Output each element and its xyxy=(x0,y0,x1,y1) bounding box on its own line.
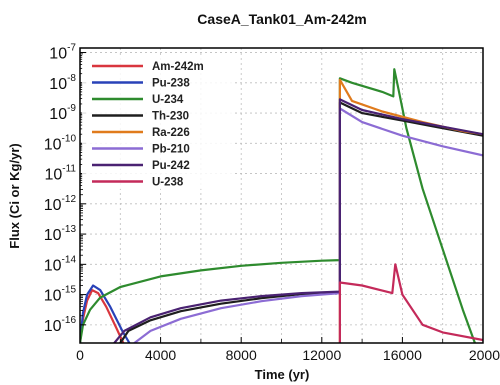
legend-label: Ra-226 xyxy=(152,127,190,139)
x-axis-ticks: 0 4000 8000 12000 16000 2000 xyxy=(76,337,500,363)
series-line-pb-210 xyxy=(133,107,483,343)
x-tick-label: 4000 xyxy=(145,347,176,363)
legend-label: Am-242m xyxy=(152,61,204,73)
series-lines xyxy=(80,68,483,343)
legend-label: U-234 xyxy=(152,94,184,106)
y-tick-label: 10-12 xyxy=(44,194,77,214)
legend-label: Pu-242 xyxy=(152,160,190,172)
series-line-u-238 xyxy=(338,263,483,343)
x-tick-label: 16000 xyxy=(383,347,422,363)
legend-label: Pu-238 xyxy=(152,78,190,90)
y-tick-label: 10-10 xyxy=(44,133,77,153)
x-axis-label: Time (yr) xyxy=(255,367,310,382)
chart-title: CaseA_Tank01_Am-242m xyxy=(197,11,366,27)
y-tick-label: 10-9 xyxy=(49,103,76,123)
y-tick-label: 10-13 xyxy=(44,224,77,244)
y-tick-label: 10-15 xyxy=(44,285,77,305)
y-tick-label: 10-14 xyxy=(44,254,77,274)
series-line-pu-242 xyxy=(113,98,483,343)
series-line-pu-238 xyxy=(80,284,131,343)
y-axis-label: Flux (Ci or Kg/yr) xyxy=(7,143,22,248)
y-tick-label: 10-7 xyxy=(49,43,76,63)
legend-background xyxy=(82,55,232,189)
x-tick-label: 12000 xyxy=(302,347,341,363)
y-tick-label: 10-16 xyxy=(44,315,77,335)
y-tick-label: 10-8 xyxy=(49,73,76,93)
y-tick-label: 10-11 xyxy=(44,164,76,184)
x-tick-label: 2000 xyxy=(469,347,500,363)
legend-label: Pb-210 xyxy=(152,144,190,156)
legend-label: U-238 xyxy=(152,177,184,189)
legend: Am-242m Pu-238 U-234 Th-230 Ra-226 Pb-210 Pu-2… xyxy=(82,55,232,189)
x-tick-label: 8000 xyxy=(226,347,257,363)
x-tick-label: 0 xyxy=(76,347,84,363)
legend-label: Th-230 xyxy=(152,111,189,123)
